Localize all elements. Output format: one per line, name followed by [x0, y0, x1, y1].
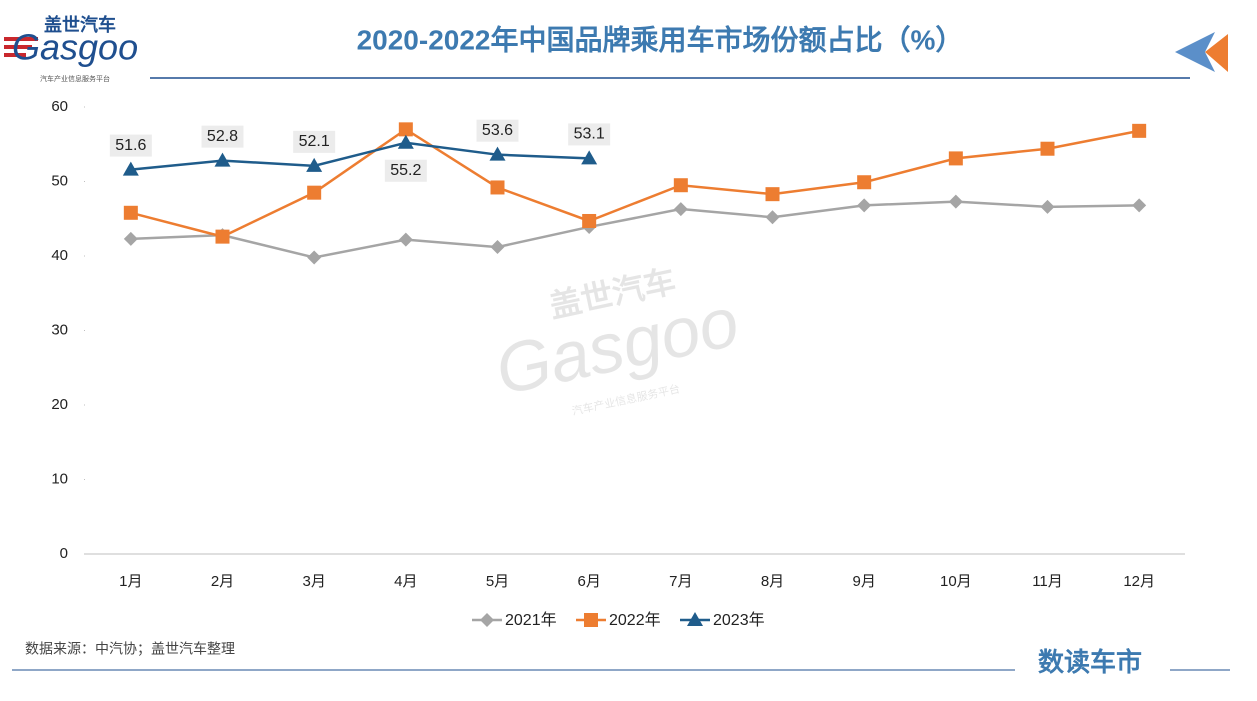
corner-arrow — [1175, 32, 1215, 72]
logo-slogan: 汽车产业信息服务平台 — [40, 74, 110, 83]
legend-label: 2021年 — [505, 611, 557, 629]
point-marker — [122, 161, 139, 176]
x-tick-label: 5月 — [486, 573, 509, 590]
point-marker — [398, 122, 413, 137]
point-marker — [582, 213, 597, 228]
watermark: 盖世汽车 Gasgoo 汽车产业信息服务平台 — [489, 263, 745, 418]
data-label-box — [293, 130, 336, 153]
point-marker — [123, 205, 138, 220]
chart-title: 2020-2022年中国品牌乘用车市场份额占比（%） — [357, 23, 964, 55]
data-label: 52.1 — [299, 133, 330, 150]
data-label: 55.2 — [390, 162, 421, 179]
point-marker — [1132, 198, 1147, 213]
x-tick-label: 8月 — [761, 573, 784, 590]
data-label-box — [109, 134, 152, 157]
x-tick-label: 6月 — [577, 573, 600, 590]
point-marker — [581, 150, 598, 165]
data-label: 52.8 — [207, 128, 238, 145]
y-tick-label: 30 — [51, 321, 68, 338]
y-tick-label: 60 — [51, 98, 68, 115]
point-marker — [490, 240, 505, 255]
data-label-box — [384, 159, 427, 182]
point-marker — [765, 210, 780, 225]
legend-marker — [687, 612, 703, 626]
point-marker — [948, 194, 963, 209]
y-tick-label: 50 — [51, 172, 68, 189]
point-marker — [398, 232, 413, 247]
x-tick-label: 12月 — [1123, 573, 1155, 590]
point-marker — [673, 178, 688, 193]
point-marker — [948, 151, 963, 166]
data-label-box — [201, 125, 244, 148]
logo-en: Gasgoo — [12, 27, 138, 68]
point-marker — [489, 146, 506, 161]
point-marker — [397, 134, 414, 149]
source-note: 数据来源：中汽协；盖世汽车整理 — [25, 641, 235, 658]
point-marker — [765, 187, 780, 202]
point-marker — [214, 152, 231, 167]
series-line — [130, 141, 590, 171]
y-tick-label: 40 — [51, 247, 68, 264]
corner-arrow — [1205, 34, 1228, 72]
series-line — [130, 127, 1140, 238]
legend-label: 2023年 — [713, 611, 765, 629]
logo: 盖世汽车 Gasgoo 汽车产业信息服务平台 — [4, 14, 138, 83]
legend-marker — [480, 613, 494, 627]
x-tick-label: 2月 — [211, 573, 234, 590]
point-marker — [123, 231, 138, 246]
y-tick-label: 10 — [51, 470, 68, 487]
legend-label: 2022年 — [609, 611, 661, 629]
x-tick-label: 7月 — [669, 573, 692, 590]
point-marker — [1132, 123, 1147, 138]
point-marker — [490, 180, 505, 195]
data-label: 53.6 — [482, 122, 513, 139]
point-marker — [1040, 199, 1055, 214]
point-marker — [857, 198, 872, 213]
legend-marker — [584, 613, 598, 627]
point-marker — [307, 250, 322, 265]
point-marker — [307, 185, 322, 200]
logo-cn: 盖世汽车 — [44, 14, 116, 35]
y-tick-label: 20 — [51, 396, 68, 413]
x-tick-label: 1月 — [119, 573, 142, 590]
data-label-box — [476, 119, 519, 142]
x-tick-label: 9月 — [852, 573, 875, 590]
data-label-box — [568, 123, 611, 146]
footer-brand: 数读车市 — [1038, 647, 1142, 677]
x-tick-label: 10月 — [940, 573, 972, 590]
data-label: 51.6 — [115, 137, 146, 154]
legend: 2021年 2022年 2023年 — [472, 611, 765, 629]
series-line — [130, 200, 1140, 259]
point-marker — [215, 229, 230, 244]
point-marker — [673, 202, 688, 217]
data-label: 53.1 — [574, 126, 605, 143]
point-marker — [857, 175, 872, 190]
x-tick-label: 4月 — [394, 573, 417, 590]
point-marker — [1040, 141, 1055, 156]
y-tick-label: 0 — [60, 545, 68, 562]
x-tick-label: 11月 — [1032, 573, 1063, 590]
x-tick-label: 3月 — [302, 573, 325, 590]
point-marker — [306, 157, 323, 172]
